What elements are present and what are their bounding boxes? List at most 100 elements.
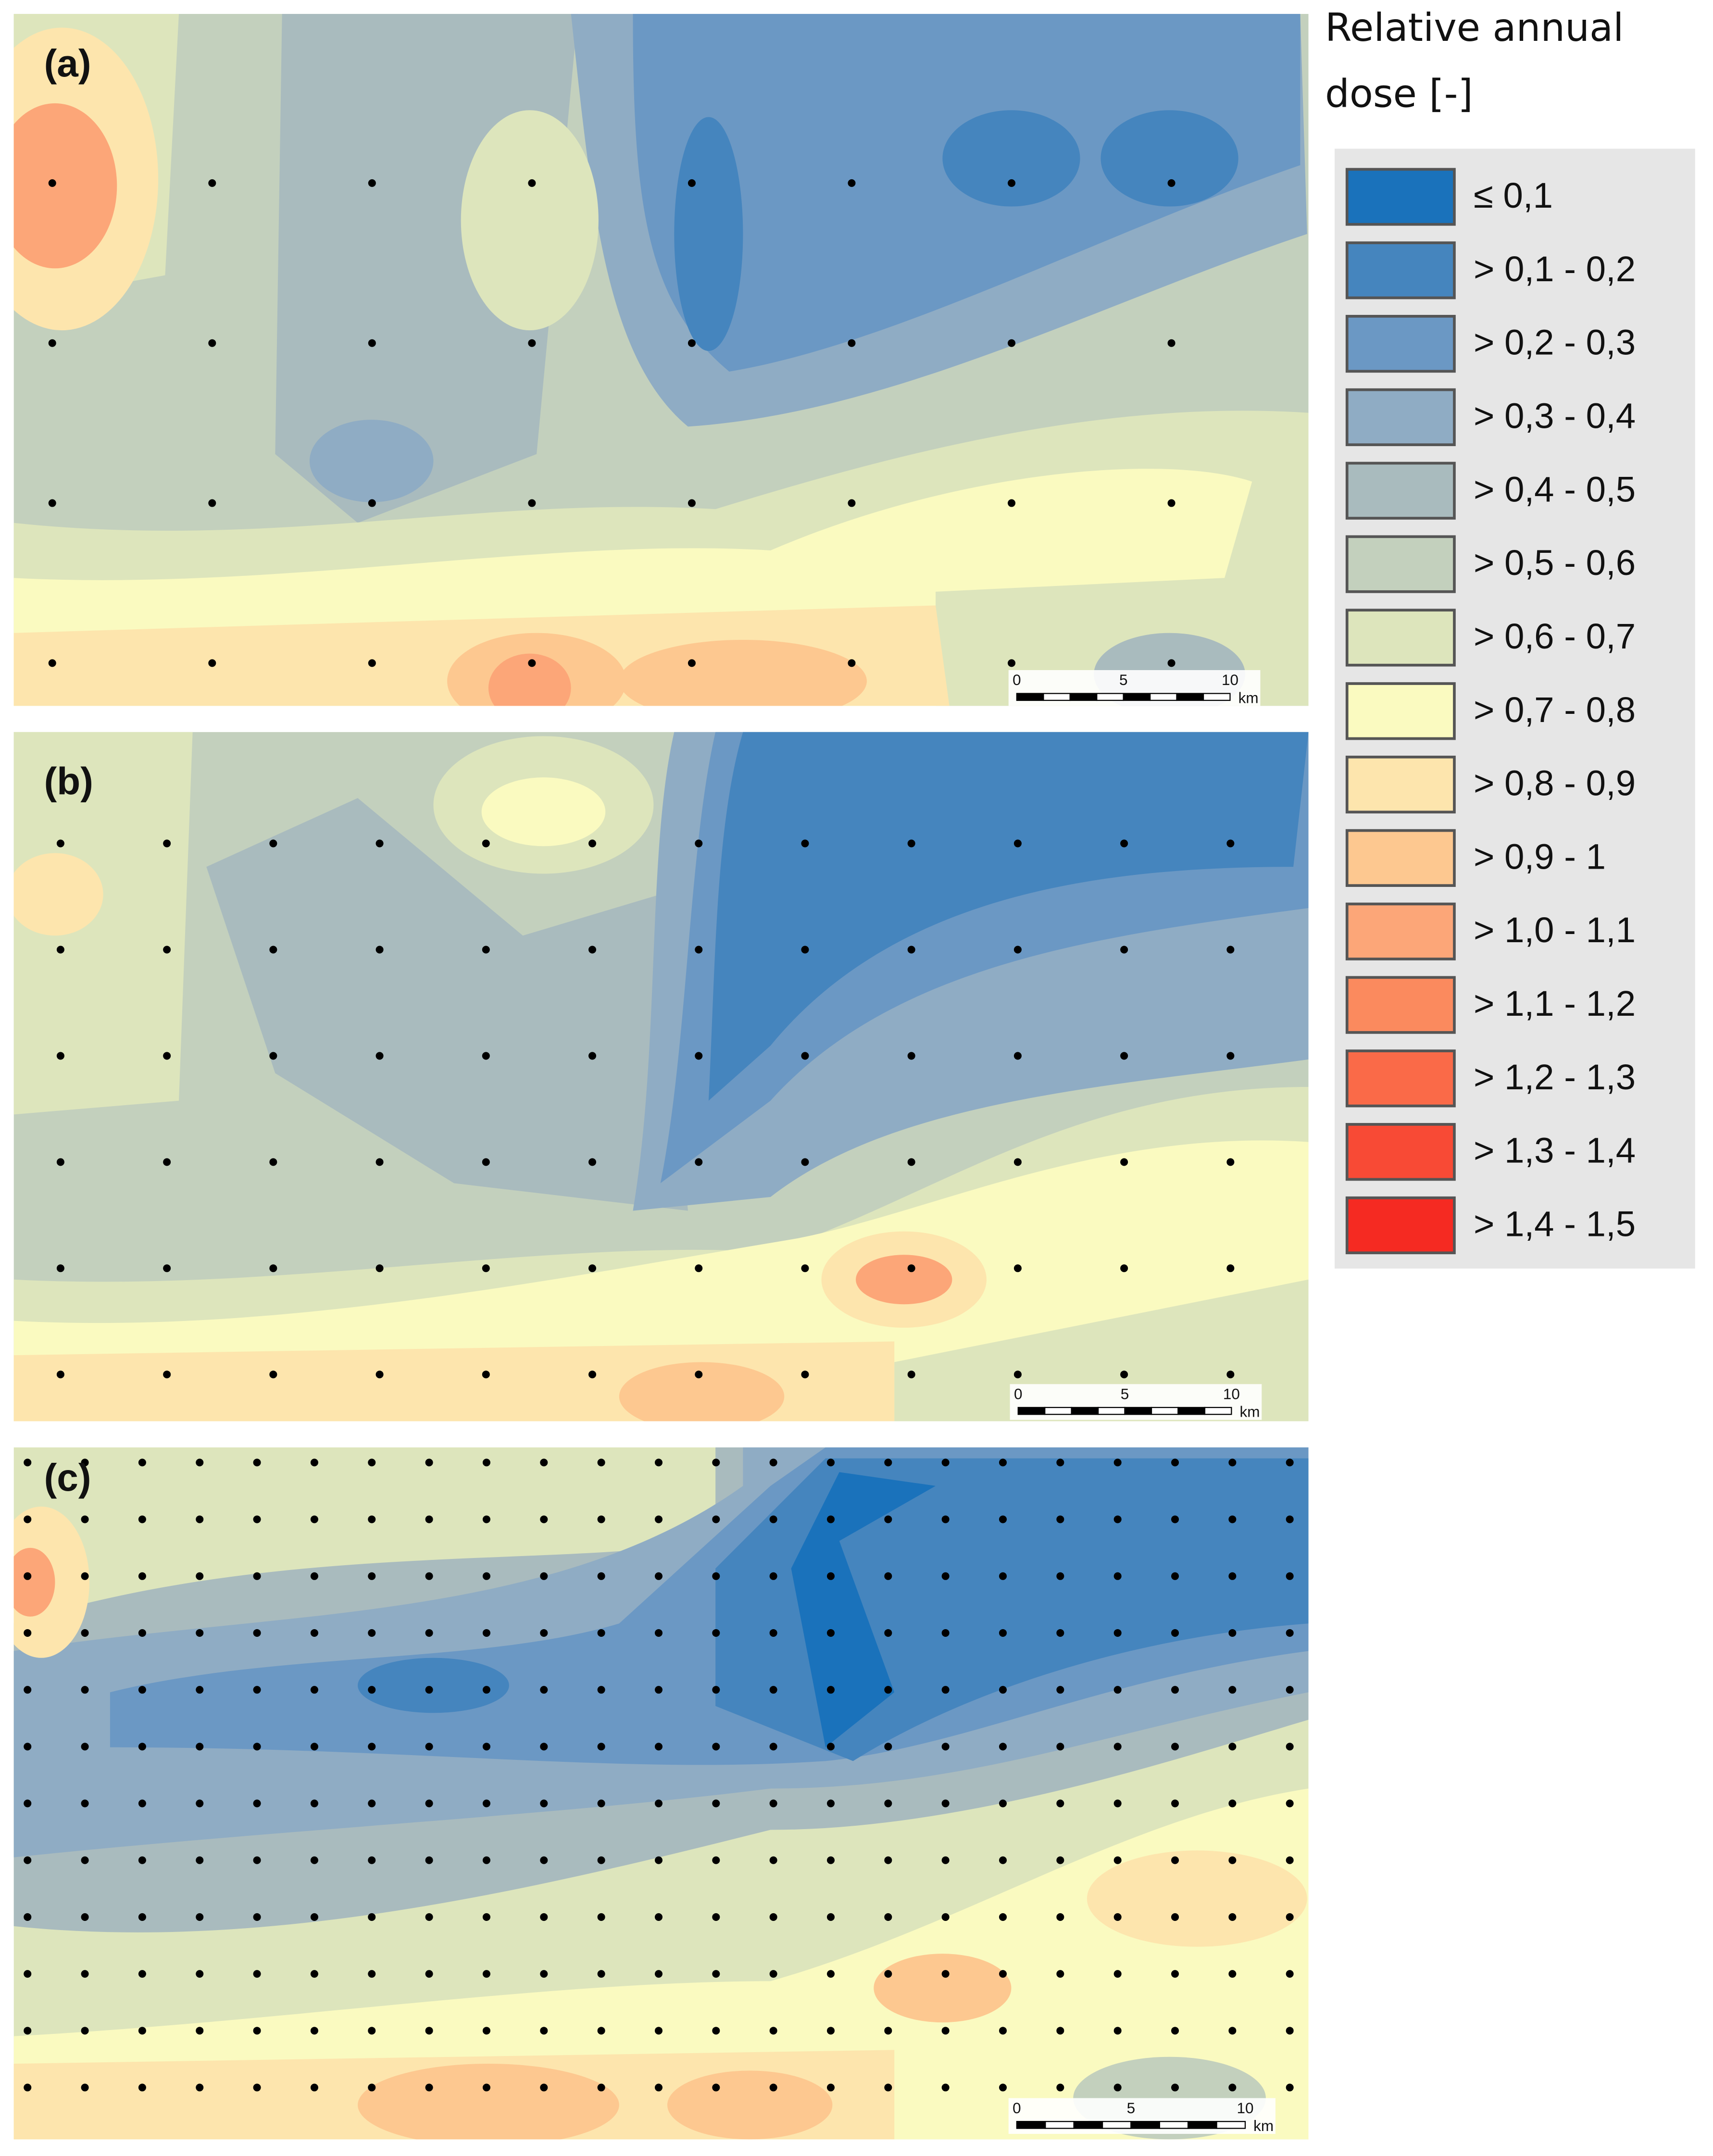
sample-point <box>540 1913 548 1921</box>
sample-point <box>712 1572 720 1580</box>
sample-point <box>1286 1515 1294 1523</box>
sample-point <box>999 2027 1007 2035</box>
sample-point <box>597 2027 605 2035</box>
sample-point <box>1228 1629 1237 1637</box>
scale-bar-label: 5 <box>1121 1385 1129 1402</box>
sample-point <box>1013 1052 1022 1060</box>
sample-point <box>196 1743 204 1751</box>
sample-point <box>1013 839 1022 847</box>
scale-bar-segment <box>1204 1407 1232 1415</box>
sample-point <box>884 2027 892 2035</box>
legend-label: > 0,3 - 0,4 <box>1474 396 1636 436</box>
sample-point <box>907 1158 915 1166</box>
sample-point <box>1286 1629 1294 1637</box>
sample-point <box>310 1970 318 1978</box>
sample-point <box>540 1515 548 1523</box>
sample-point <box>884 1856 892 1864</box>
sample-point <box>253 1970 261 1978</box>
sample-point <box>1113 1629 1122 1637</box>
sample-point <box>597 1686 605 1694</box>
sample-point <box>826 1799 835 1807</box>
sample-point <box>999 1913 1007 1921</box>
sample-point <box>425 1856 433 1864</box>
sample-point <box>654 1572 663 1580</box>
sample-point <box>24 1743 32 1751</box>
sample-point <box>253 1856 261 1864</box>
sample-point <box>712 1856 720 1864</box>
sample-point <box>1120 839 1128 847</box>
sample-point <box>712 1743 720 1751</box>
sample-point <box>482 1515 490 1523</box>
sample-point <box>1228 1458 1237 1467</box>
sample-point <box>48 339 56 347</box>
sample-point <box>1171 1515 1179 1523</box>
sample-point <box>941 1913 950 1921</box>
scale-bar-label: 5 <box>1119 672 1128 688</box>
sample-point <box>941 1970 950 1978</box>
sample-point <box>826 1970 835 1978</box>
sample-point <box>941 1458 950 1467</box>
sample-point <box>1008 499 1016 507</box>
sample-point <box>310 1799 318 1807</box>
sample-point <box>48 179 56 187</box>
sample-point <box>695 946 703 954</box>
sample-point <box>1286 2083 1294 2092</box>
sample-point <box>1113 2083 1122 2092</box>
sample-point <box>1286 1799 1294 1807</box>
sample-point <box>24 1913 32 1921</box>
sample-point <box>163 1264 171 1272</box>
sample-point <box>1120 946 1128 954</box>
sample-point <box>540 1686 548 1694</box>
sample-point <box>1226 1052 1235 1060</box>
sample-point <box>588 1264 597 1272</box>
sample-point <box>884 1515 892 1523</box>
scale-bar-segment <box>1016 2121 1046 2129</box>
legend-swatch <box>1345 168 1456 226</box>
sample-point <box>368 499 376 507</box>
sample-point <box>196 1970 204 1978</box>
sample-point <box>310 2027 318 2035</box>
sample-point <box>56 946 64 954</box>
sample-point <box>654 1743 663 1751</box>
sample-point <box>1226 946 1235 954</box>
legend-label: > 1,4 - 1,5 <box>1474 1204 1636 1244</box>
sample-point <box>769 1572 777 1580</box>
sample-point <box>1228 1799 1237 1807</box>
sample-point <box>695 1371 703 1379</box>
sample-point <box>695 1264 703 1272</box>
sample-point <box>1113 1913 1122 1921</box>
sample-point <box>138 2083 146 2092</box>
sample-point <box>712 1913 720 1921</box>
sample-point <box>540 1458 548 1467</box>
sample-point <box>1171 1629 1179 1637</box>
scale-bar-segment <box>1177 1407 1206 1415</box>
sample-point <box>482 1913 490 1921</box>
sample-point <box>269 1158 277 1166</box>
sample-point <box>941 1629 950 1637</box>
sample-point <box>712 1458 720 1467</box>
map-c <box>13 1447 1309 2140</box>
legend-swatch <box>1345 388 1456 447</box>
sample-point <box>1113 1686 1122 1694</box>
sample-point <box>269 1264 277 1272</box>
sample-point <box>48 659 56 667</box>
sample-point <box>368 179 376 187</box>
sample-point <box>24 2083 32 2092</box>
sample-point <box>1056 1856 1064 1864</box>
legend-swatch <box>1345 976 1456 1034</box>
panel-label: (b) <box>44 760 93 803</box>
sample-point <box>81 1572 89 1580</box>
sample-point <box>368 1913 376 1921</box>
sample-point <box>540 2083 548 2092</box>
sample-point <box>540 2027 548 2035</box>
sample-point <box>368 339 376 347</box>
sample-point <box>1167 499 1175 507</box>
sample-point <box>769 1458 777 1467</box>
legend-title: Relative annual <box>1325 5 1624 50</box>
legend-swatch <box>1345 829 1456 887</box>
legend-swatch <box>1345 1196 1456 1255</box>
sample-point <box>425 2083 433 2092</box>
scale-bar-label: 10 <box>1223 1385 1240 1402</box>
sample-point <box>1226 1371 1235 1379</box>
